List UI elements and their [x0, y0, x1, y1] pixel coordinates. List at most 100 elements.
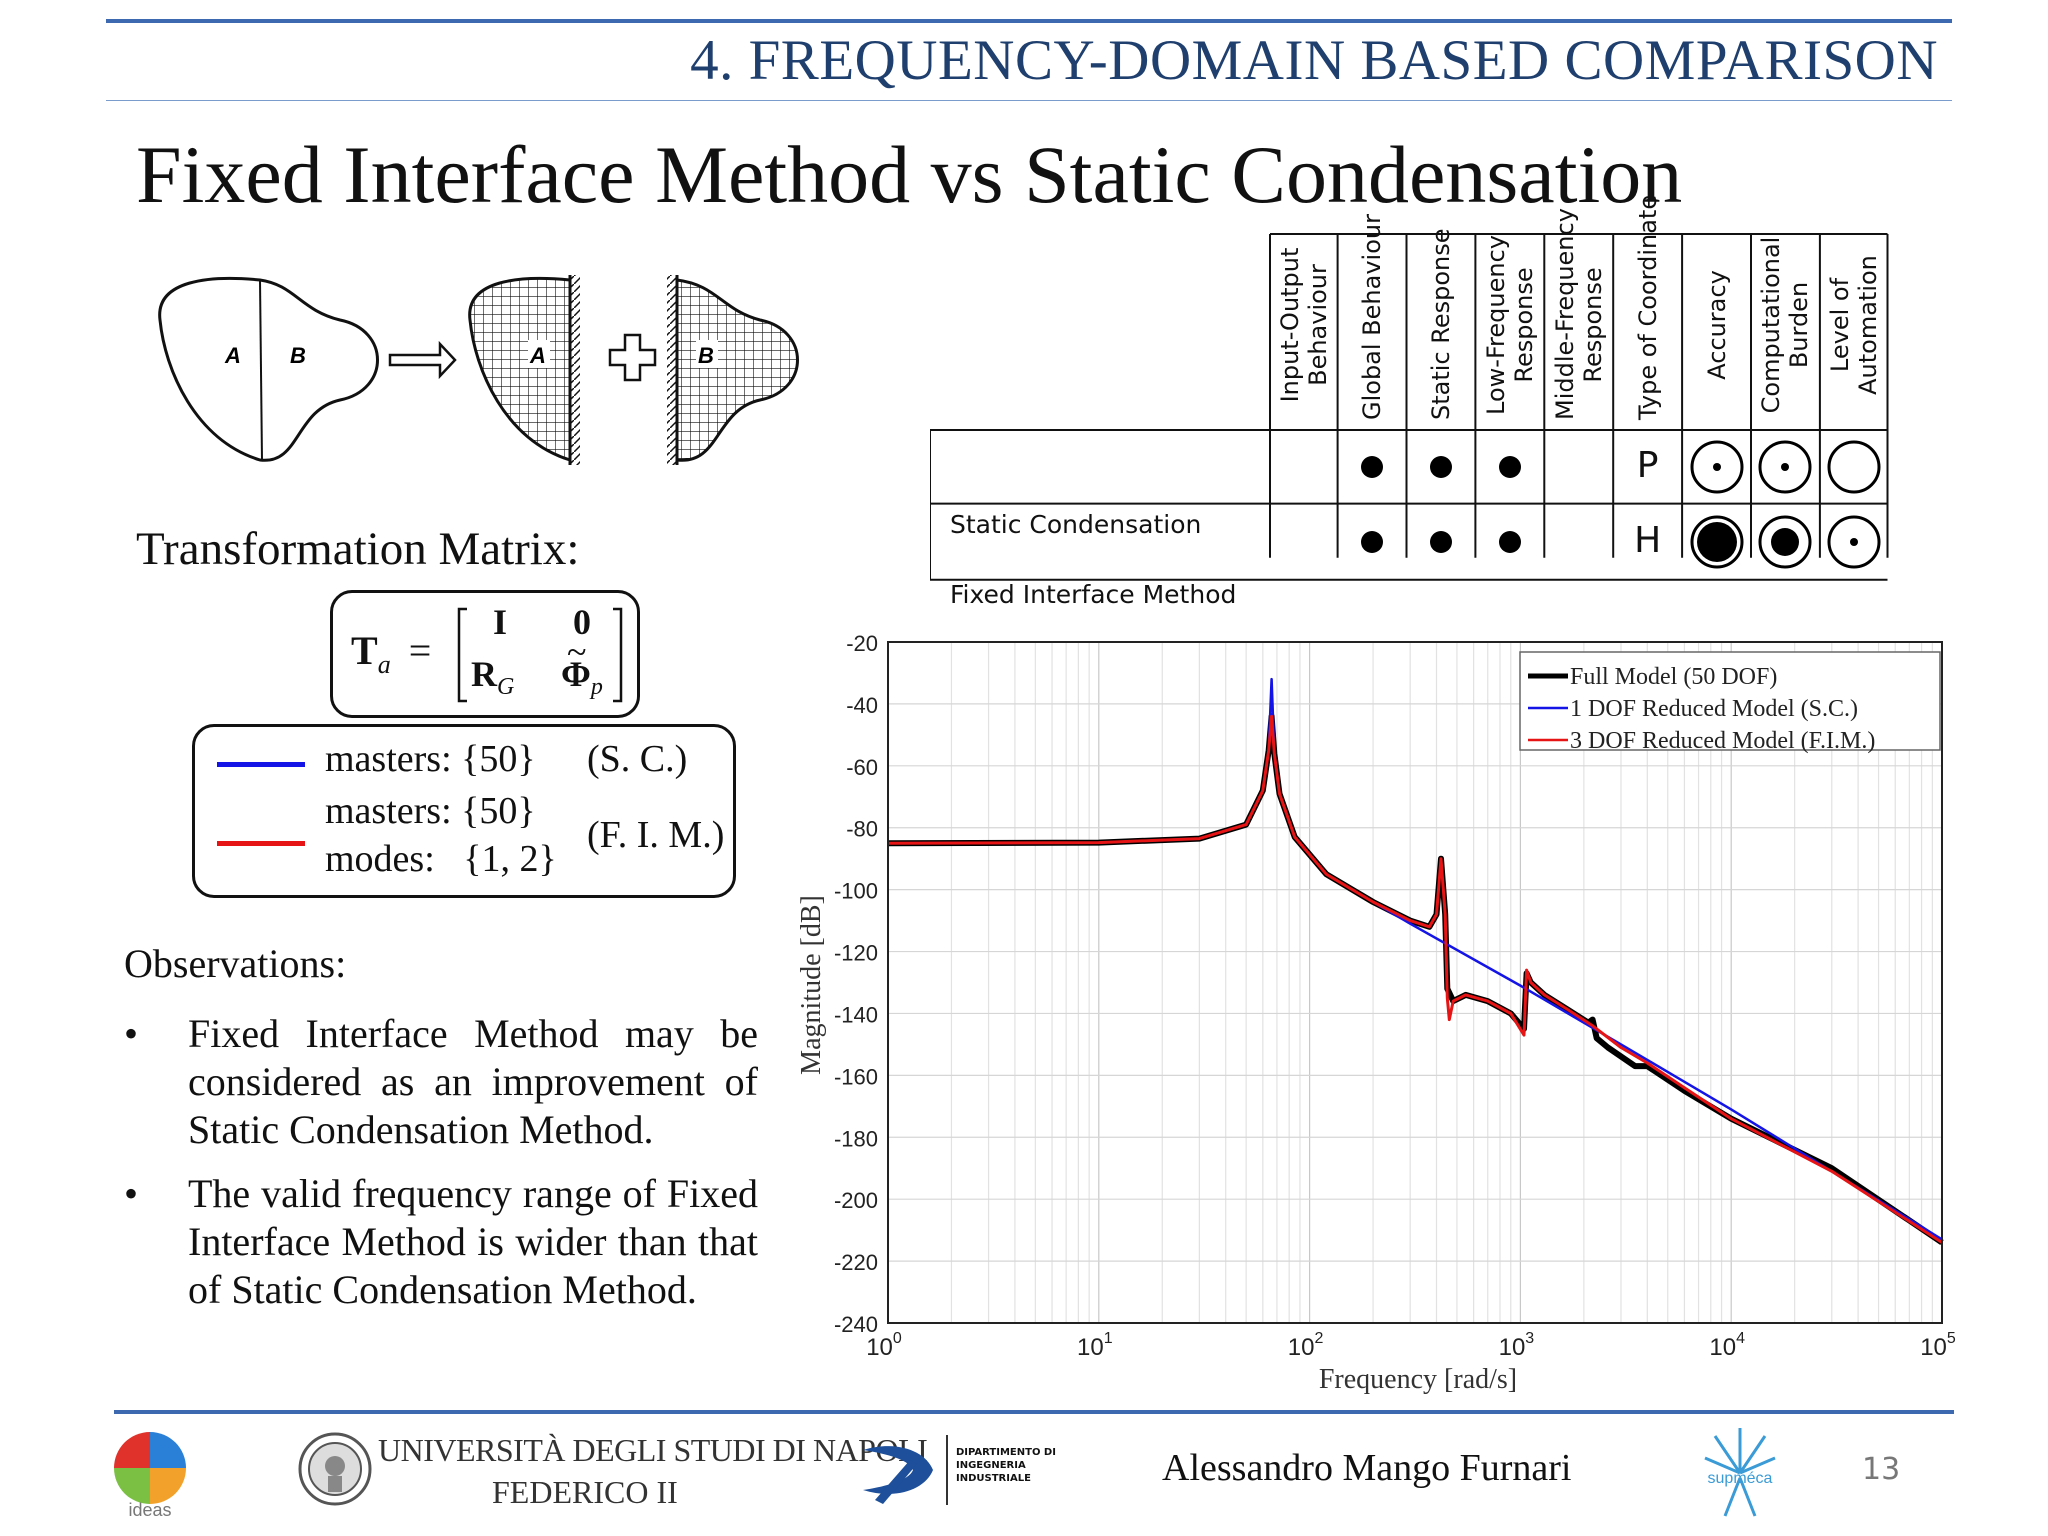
- substructure-a: A: [468, 275, 580, 465]
- chart-legend: Full Model (50 DOF) 1 DOF Reduced Model (…: [1519, 651, 1941, 754]
- legend-line1-tag: (S. C.): [587, 738, 688, 780]
- filled-dot-icon: [1361, 455, 1384, 478]
- matrix-box: Ta = I 0 RG ~ Φp: [330, 590, 640, 718]
- circle-filled-icon: [1690, 515, 1744, 569]
- x-tick-label: 102: [1288, 1330, 1324, 1361]
- observation-2: The valid frequency range of Fixed Inter…: [188, 1171, 758, 1312]
- page-number: 13: [1862, 1452, 1901, 1487]
- table-column-header: Low-Frequency Response: [1481, 235, 1538, 415]
- x-tick-label: 105: [1920, 1330, 1956, 1361]
- y-tick-label: -200: [834, 1188, 878, 1213]
- unina-logo-line2: FEDERICO II: [492, 1474, 678, 1510]
- filled-dot-icon: [1498, 530, 1521, 553]
- coordinate-type-h: H: [1634, 519, 1662, 561]
- filled-dot-icon: [1429, 455, 1452, 478]
- y-tick-label: -240: [834, 1312, 878, 1337]
- unina-seal-logo: [298, 1432, 372, 1506]
- table-column-header: Static Response: [1426, 228, 1455, 420]
- matrix-lhs: Ta =: [351, 628, 432, 679]
- y-tick-label: -140: [834, 1002, 878, 1027]
- y-tick-label: -160: [834, 1064, 878, 1089]
- transformation-matrix-label: Transformation Matrix:: [136, 523, 580, 575]
- table-column-header: Computational Burden: [1757, 236, 1814, 414]
- legend-line3: modes: {1, 2}: [325, 838, 557, 880]
- table-column-header: Middle-Frequency Response: [1550, 208, 1607, 420]
- legend-line1: masters: {50}: [325, 738, 536, 780]
- slide-title: Fixed Interface Method vs Static Condens…: [136, 129, 1683, 220]
- y-tick-label: -180: [834, 1126, 878, 1151]
- supmeca-logo: supméca: [1704, 1428, 1776, 1517]
- row-label-static-condensation: Static Condensation: [950, 510, 1202, 539]
- bullet-2-symbol: •: [124, 1171, 139, 1216]
- x-tick-label: 104: [1709, 1330, 1745, 1361]
- y-tick-label: -220: [834, 1250, 878, 1275]
- y-tick-label: -40: [846, 693, 878, 718]
- circle-medium-dot-icon: [1758, 515, 1812, 569]
- y-tick-label: -80: [846, 817, 878, 842]
- legend-line23-tag: (F. I. M.): [587, 814, 725, 856]
- coordinate-type-p: P: [1636, 444, 1659, 486]
- filled-dot-icon: [1361, 530, 1384, 553]
- model-legend-box: masters: {50} (S. C.) masters: {50} mode…: [192, 724, 736, 898]
- dii-logo: [863, 1435, 948, 1505]
- frequency-response-chart: -20 -40 -60 -80 -100 -120 -140 -160 -180 -200 -220…: [796, 631, 1956, 1395]
- y-axis-label: Magnitude [dB]: [796, 895, 827, 1075]
- section-title: 4. FREQUENCY-DOMAIN BASED COMPARISON: [690, 29, 1938, 92]
- table-column-header: Global Behaviour: [1358, 214, 1387, 420]
- legend-entry: Full Model (50 DOF): [1570, 664, 1777, 690]
- table-column-header: Accuracy: [1702, 270, 1731, 380]
- matrix-m21: RG: [471, 654, 515, 701]
- ideas-logo-text: ideas: [128, 1500, 171, 1518]
- comparison-table: Input-Output Behaviour Global Behaviour St…: [930, 194, 1910, 630]
- table-column-header: Level of Automation: [1825, 255, 1882, 395]
- label-b-sub: B: [698, 343, 714, 368]
- header-top-rule: [106, 19, 1952, 23]
- y-tick-label: -20: [846, 631, 878, 656]
- legend-entry: 1 DOF Reduced Model (S.C.): [1570, 696, 1858, 722]
- header-bottom-rule: [106, 100, 1952, 101]
- x-tick-label: 103: [1499, 1330, 1535, 1361]
- substructure-diagram: A B A B: [158, 275, 799, 465]
- table-grid: [930, 233, 1889, 581]
- arrow-icon: [388, 340, 457, 380]
- x-axis-label: Frequency [rad/s]: [1319, 1364, 1517, 1395]
- observation-1: Fixed Interface Method may be considered…: [188, 1011, 758, 1152]
- supmeca-logo-text: supméca: [1708, 1470, 1773, 1487]
- circle-small-dot-icon: [1827, 515, 1881, 569]
- table-column-header: Input-Output Behaviour: [1275, 247, 1332, 403]
- y-tick-label: -60: [846, 755, 878, 780]
- ideas-logo: ideas: [114, 1432, 186, 1518]
- label-b-whole: B: [290, 343, 306, 368]
- unina-logo-line1: UNIVERSITÀ DEGLI STUDI DI NAPOLI: [378, 1432, 928, 1468]
- label-a-sub: A: [529, 343, 546, 368]
- legend-red-line: [217, 841, 305, 846]
- x-tick-label: 100: [866, 1330, 902, 1361]
- bullet-1-symbol: •: [124, 1011, 139, 1056]
- legend-blue-line: [217, 762, 305, 767]
- whole-structure: A B: [158, 276, 379, 462]
- circle-small-dot-icon: [1758, 440, 1812, 494]
- plus-icon: [608, 333, 657, 382]
- footer-rule: [114, 1410, 1954, 1414]
- circle-empty-icon: [1827, 440, 1881, 494]
- row-label-fixed-interface-method: Fixed Interface Method: [950, 580, 1237, 609]
- y-tick-label: -120: [834, 941, 878, 966]
- legend-line2: masters: {50}: [325, 790, 536, 832]
- matrix-m12: 0: [573, 602, 591, 642]
- footer-author: Alessandro Mango Furnari: [1162, 1447, 1572, 1489]
- dii-logo-text: DIPARTIMENTO DI INGEGNERIA INDUSTRIALE: [956, 1447, 1056, 1484]
- label-a-whole: A: [224, 343, 241, 368]
- table-column-header: Type of Coordinate: [1633, 194, 1662, 420]
- circle-small-dot-icon: [1690, 440, 1744, 494]
- legend-entry: 3 DOF Reduced Model (F.I.M.): [1570, 728, 1875, 754]
- filled-dot-icon: [1429, 530, 1452, 553]
- observations-heading: Observations:: [124, 941, 347, 986]
- filled-dot-icon: [1498, 455, 1521, 478]
- matrix-m22: ~ Φp: [561, 632, 603, 701]
- matrix-m11: I: [493, 602, 508, 642]
- x-tick-label: 101: [1077, 1330, 1113, 1361]
- substructure-b: B: [667, 275, 799, 465]
- matrix-brackets: [457, 607, 623, 703]
- series-line-3: [887, 714, 1943, 1244]
- y-tick-label: -100: [834, 879, 878, 904]
